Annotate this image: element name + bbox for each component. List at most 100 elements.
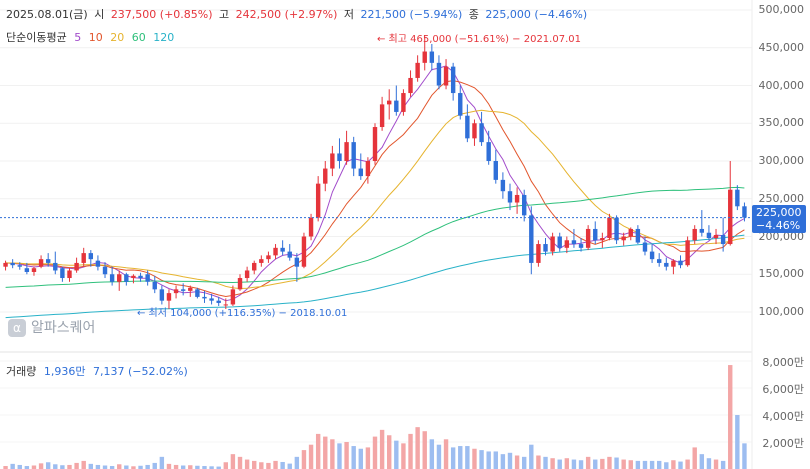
candle-body <box>53 262 58 271</box>
candle-body <box>102 266 108 275</box>
volume-bar <box>202 466 207 469</box>
volume-bar <box>585 456 591 469</box>
alphasquare-logo-icon: α <box>8 319 26 337</box>
candle-body <box>358 168 363 177</box>
volume-bar <box>138 465 143 469</box>
candle-body <box>571 240 577 245</box>
volume-bar <box>180 465 186 469</box>
volume-bar <box>436 444 442 469</box>
volume-bar <box>514 455 520 469</box>
candle-body <box>145 274 150 282</box>
candle-body <box>45 259 51 263</box>
candle-body <box>735 189 740 207</box>
volume-bar <box>678 461 683 469</box>
volume-bar <box>337 443 342 469</box>
volume-bar <box>195 465 200 469</box>
volume-bar <box>649 460 655 469</box>
candle-body <box>557 236 562 248</box>
volume-bar <box>415 427 420 469</box>
high-annotation: ← 최고 465,000 (−51.61%) − 2021.07.01 <box>377 34 581 45</box>
ma-20-line <box>5 109 745 290</box>
ma-60-label[interactable]: 60 <box>131 31 146 44</box>
candle-body <box>67 270 72 279</box>
close-label: 종 <box>468 8 479 21</box>
ma-20-label[interactable]: 20 <box>110 31 125 44</box>
candle-body <box>550 236 555 252</box>
candle-body <box>88 253 94 260</box>
candle-body <box>706 232 712 239</box>
price-tick-label: 450,000 <box>758 40 805 54</box>
candle-body <box>664 262 669 267</box>
volume-bar <box>95 464 101 469</box>
candle-body <box>131 275 136 279</box>
volume-bar <box>173 464 179 469</box>
candle-body <box>685 240 690 266</box>
candle-body <box>607 217 612 239</box>
candle-body <box>152 281 157 290</box>
ma-120-label[interactable]: 120 <box>153 31 175 44</box>
candle-body <box>656 259 662 263</box>
volume-bar <box>152 462 157 469</box>
volume-bar <box>351 446 356 469</box>
candle-body <box>628 228 633 237</box>
volume-bar <box>521 456 527 469</box>
volume-bar <box>53 464 58 469</box>
ma-10-label[interactable]: 10 <box>88 31 103 44</box>
open-value: 237,500 (+0.85%) <box>110 8 213 21</box>
volume-bar <box>230 454 236 469</box>
volume-bar <box>408 433 413 469</box>
candle-body <box>252 262 257 271</box>
candle-body <box>614 217 619 241</box>
candle-body <box>500 179 506 192</box>
candle-body <box>138 275 143 279</box>
volume-bar <box>358 448 363 469</box>
volume-bar <box>443 439 449 469</box>
candle-body <box>223 304 229 306</box>
volume-bar <box>38 463 44 469</box>
candle-body <box>394 100 399 112</box>
ma-5-label[interactable]: 5 <box>74 31 82 44</box>
volume-bar <box>720 460 726 469</box>
volume-bar <box>294 456 300 469</box>
candle-body <box>564 240 570 248</box>
candle-body <box>450 66 456 94</box>
ma-legend[interactable]: 단순이동평균 5 10 20 60 120 <box>6 29 178 45</box>
volume-bar <box>365 447 371 469</box>
candle-body <box>521 194 527 216</box>
candle-body <box>429 51 435 63</box>
candle-body <box>237 278 243 290</box>
candle-body <box>117 274 122 282</box>
low-value: 221,500 (−5.94%) <box>360 8 463 21</box>
candle-body <box>472 123 477 139</box>
candle-body <box>273 247 278 256</box>
candle-body <box>81 253 86 263</box>
candle-body <box>3 262 8 267</box>
volume-bar <box>621 459 626 469</box>
volume-bar <box>713 459 719 469</box>
candle-body <box>74 262 79 271</box>
candle-body <box>31 268 37 272</box>
candle-body <box>301 236 307 267</box>
volume-bar <box>117 464 122 469</box>
volume-bar <box>493 451 498 469</box>
volume-bar <box>578 460 584 469</box>
price-tick-label: 300,000 <box>758 154 805 167</box>
price-tick-label: 150,000 <box>758 267 805 281</box>
candle-body <box>180 289 186 291</box>
candle-body <box>621 236 626 241</box>
volume-bar <box>24 466 30 469</box>
candle-body <box>166 293 172 301</box>
price-tick-label: 400,000 <box>758 78 805 92</box>
volume-tick-label: 4,000만 <box>762 410 804 423</box>
volume-bar <box>216 466 221 469</box>
candle-body <box>308 217 314 237</box>
candle-body <box>244 270 250 279</box>
candle-body <box>486 142 491 161</box>
volume-bar <box>422 431 427 469</box>
volume-bar <box>301 450 307 469</box>
volume-bar <box>344 442 349 469</box>
volume-bar <box>102 465 108 469</box>
volume-bar <box>699 454 705 469</box>
volume-bar <box>550 458 555 469</box>
